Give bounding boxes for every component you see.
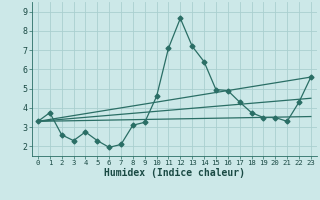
X-axis label: Humidex (Indice chaleur): Humidex (Indice chaleur) (104, 168, 245, 178)
